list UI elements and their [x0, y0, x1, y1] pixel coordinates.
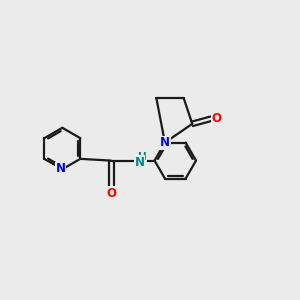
Text: O: O [106, 187, 116, 200]
Text: H: H [138, 152, 147, 162]
Text: N: N [160, 136, 170, 149]
Text: N: N [135, 156, 145, 169]
Text: O: O [212, 112, 221, 125]
Text: N: N [56, 162, 66, 175]
